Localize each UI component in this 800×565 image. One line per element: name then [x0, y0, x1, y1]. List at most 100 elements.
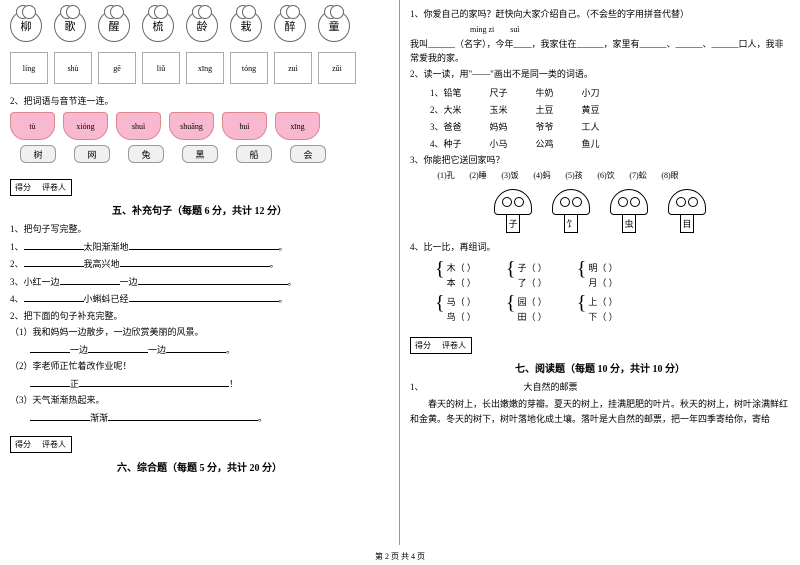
q5-2: 2、把下面的句子补充完整。 — [10, 310, 389, 324]
w: 鱼儿 — [582, 137, 600, 150]
w: 工人 — [582, 120, 600, 133]
r1-pinyin: míng zi suì — [470, 25, 790, 34]
title: 大自然的邮票 — [524, 382, 578, 392]
p: 马（ ） — [447, 295, 476, 308]
num: 1、 — [10, 242, 24, 252]
n: (7)蚣 — [622, 170, 654, 181]
leaf-pinyin: tóng — [230, 52, 268, 84]
w: 1、铅笔 — [430, 86, 462, 99]
platform-item: 黑 — [182, 145, 218, 163]
p: 田（ ） — [517, 310, 546, 323]
mushroom: 目 — [668, 189, 706, 233]
p: 了（ ） — [517, 276, 546, 289]
score-box: 得分 评卷人 — [10, 436, 72, 453]
p: 月（ ） — [588, 276, 617, 289]
w: 公鸡 — [536, 137, 554, 150]
p: 本（ ） — [447, 276, 476, 289]
n: (4)蚂 — [526, 170, 558, 181]
w: 黄豆 — [582, 103, 600, 116]
q5-2-3: （3）天气渐渐热起来。 — [10, 394, 389, 408]
num-row: (1)孔(2)睡(3)饭(4)蚂(5)孩(6)饮(7)蚣(8)眼 — [430, 170, 790, 181]
platform-item: 会 — [290, 145, 326, 163]
section-7-title: 七、阅读题（每题 10 分，共计 10 分） — [410, 360, 790, 375]
r2-title: 2、读一读，用"——"画出不是同一类的词语。 — [410, 68, 790, 82]
pair-row: {木（ ）本（ ） {子（ ）了（ ） {明（ ）月（ ） — [435, 261, 790, 289]
text: 正 — [70, 379, 79, 389]
num: 1、 — [410, 382, 424, 392]
sec7-text: 春天的树上，长出嫩嫩的芽瓣。夏天的树上，挂满肥肥的叶片。秋天的树上，树叶涂满鲜红… — [410, 397, 790, 426]
stem: 目 — [680, 215, 694, 233]
w: 土豆 — [536, 103, 554, 116]
w: 3、爸爸 — [430, 120, 462, 133]
w: 爷爷 — [536, 120, 554, 133]
r1-title: 1、你爱自己的家吗？赶快向大家介绍自己。（不会些的字用拼音代替） — [410, 8, 790, 22]
stem: 子 — [506, 215, 520, 233]
w: 小刀 — [582, 86, 600, 99]
word-row: 1、铅笔尺子牛奶小刀 — [430, 86, 790, 99]
text: 渐渐 — [90, 413, 108, 423]
leaf-pinyin: zuì — [274, 52, 312, 84]
flower-char: 醒 — [98, 10, 130, 42]
score-label: 得分 — [15, 182, 40, 193]
py: míng zi — [470, 25, 494, 34]
text: 一边 — [148, 345, 166, 355]
leaf-pinyin: gē — [98, 52, 136, 84]
p: 上（ ） — [588, 295, 617, 308]
q5-2-1: （1）我和妈妈一边散步，一边欣赏美丽的风景。 — [10, 326, 389, 340]
flower-char: 童 — [318, 10, 350, 42]
stem: 饣 — [564, 215, 578, 233]
r1-line: 我叫______（名字），今年____，我家住在______，家里有______… — [410, 37, 790, 66]
w: 玉米 — [490, 103, 508, 116]
num: 2、 — [10, 259, 24, 269]
num: 4、 — [10, 294, 24, 304]
q5-1-4: 4、小蝌蚪已经。 — [10, 292, 389, 307]
pillow-item: shuì — [116, 112, 161, 140]
n: (3)饭 — [494, 170, 526, 181]
mushroom: 子 — [494, 189, 532, 233]
text: 一边 — [120, 277, 138, 287]
platform-item: 网 — [74, 145, 110, 163]
score-box: 得分 评卷人 — [10, 179, 72, 196]
leaf-pinyin: xīng — [186, 52, 224, 84]
mushroom: 虫 — [610, 189, 648, 233]
flower-char: 醉 — [274, 10, 306, 42]
text: 一边 — [70, 345, 88, 355]
w: 尺子 — [490, 86, 508, 99]
pillow-item: shuāng — [169, 112, 214, 140]
q5-2-1b: 一边一边。 — [30, 343, 389, 358]
n: (1)孔 — [430, 170, 462, 181]
p: 园（ ） — [517, 295, 546, 308]
pillow-item: huì — [222, 112, 267, 140]
leaf-pinyin: líng — [10, 52, 48, 84]
text: 太阳渐渐地 — [84, 242, 129, 252]
p: 木（ ） — [447, 261, 476, 274]
grader-label: 评卷人 — [42, 439, 67, 450]
pair-row: {马（ ）鸟（ ） {园（ ）田（ ） {上（ ）下（ ） — [435, 295, 790, 323]
stem: 虫 — [622, 215, 636, 233]
section-6-title: 六、综合题（每题 5 分，共计 20 分） — [10, 459, 389, 474]
platform-item: 树 — [20, 145, 56, 163]
pillow-item: tù — [10, 112, 55, 140]
q5-1-2: 2、我高兴地。 — [10, 257, 389, 272]
flower-char: 龄 — [186, 10, 218, 42]
score-label: 得分 — [415, 340, 440, 351]
leaf-pinyin: liǔ — [142, 52, 180, 84]
score-box: 得分 评卷人 — [410, 337, 472, 354]
r3-title: 3、你能把它送回家吗？ — [410, 154, 790, 168]
flower-char: 栽 — [230, 10, 262, 42]
n: (5)孩 — [558, 170, 590, 181]
mushroom-row: 子 饣 虫 目 — [410, 189, 790, 233]
flower-char: 梳 — [142, 10, 174, 42]
word-row: 2、大米 玉米 土豆 黄豆 — [430, 103, 790, 116]
flower-char: 柳 — [10, 10, 42, 42]
w: 妈妈 — [490, 120, 508, 133]
w: 4、种子 — [430, 137, 462, 150]
leaf-pinyin: zǔi — [318, 52, 356, 84]
mushroom: 饣 — [552, 189, 590, 233]
w: 2、大米 — [430, 103, 462, 116]
p: 明（ ） — [588, 261, 617, 274]
page-footer: 第 2 页 共 4 页 — [0, 551, 800, 562]
q5-1: 1、把句子写完整。 — [10, 223, 389, 237]
text: 3、小红一边 — [10, 277, 60, 287]
n: (8)眼 — [654, 170, 686, 181]
